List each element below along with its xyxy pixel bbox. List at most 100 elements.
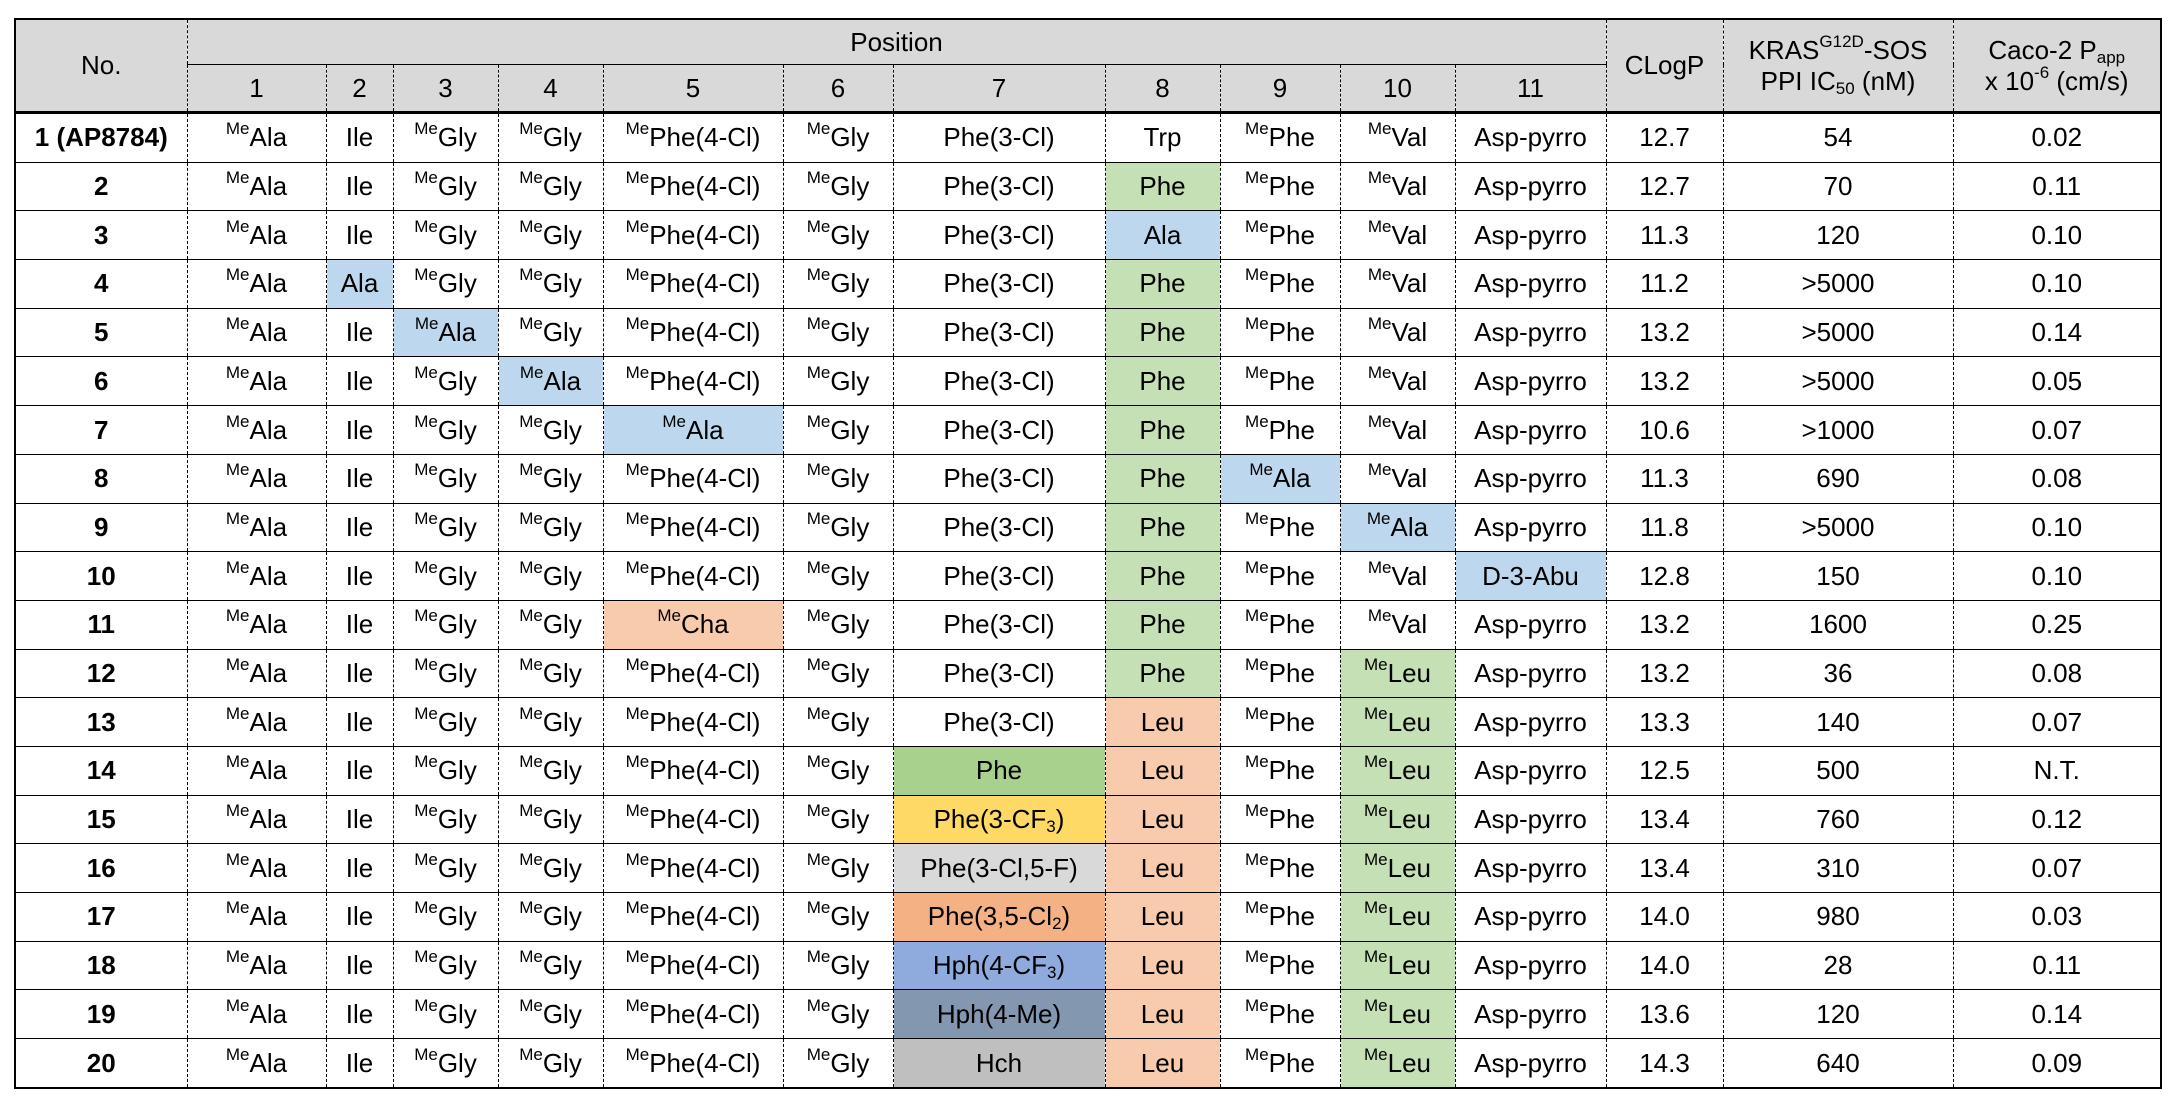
- residue-name: Phe: [1268, 365, 1315, 396]
- residue-name: Phe: [1268, 1047, 1315, 1078]
- residue-name: Asp-pyrro: [1474, 852, 1587, 883]
- residue-name: Ala: [249, 706, 288, 737]
- residue-name: Phe(3-Cl): [943, 657, 1055, 688]
- residue-name: Hch: [975, 1047, 1023, 1078]
- residue-cell-pos-1: MeAla: [186, 892, 327, 942]
- header-position-10: 10: [1339, 64, 1456, 114]
- n-methyl-prefix: Me: [1363, 752, 1388, 772]
- residue-name: Phe(3-Cl): [943, 122, 1055, 153]
- residue-cell-pos-2: Ile: [325, 940, 394, 991]
- n-methyl-prefix: Me: [662, 411, 687, 431]
- residue-cell-pos-7: Phe(3,5-Cl2): [892, 892, 1106, 942]
- residue-name: Phe: [1268, 901, 1315, 932]
- residue-name: Trp: [1143, 122, 1182, 153]
- n-methyl-prefix: Me: [519, 460, 543, 480]
- residue-name: Gly: [437, 219, 477, 250]
- n-methyl-prefix: Me: [1363, 1044, 1388, 1064]
- residue-cell-pos-4: MeGly: [497, 161, 604, 212]
- n-methyl-prefix: Me: [1367, 362, 1392, 382]
- residue-cell-pos-8: Leu: [1104, 794, 1221, 845]
- residue-name: Phe: [1268, 657, 1315, 688]
- compound-number: 3: [14, 210, 188, 261]
- residue-cell-pos-1: MeAla: [186, 453, 327, 504]
- n-methyl-prefix: Me: [625, 947, 650, 967]
- compound-number: 19: [14, 989, 188, 1040]
- compound-number: 13: [14, 697, 188, 747]
- residue-name: Asp-pyrro: [1474, 414, 1587, 445]
- residue-name: Gly: [437, 268, 477, 299]
- residue-cell-pos-6: MeGly: [782, 745, 894, 796]
- n-methyl-prefix: Me: [414, 508, 438, 528]
- table-row: 7 MeAla Ile MeGly MeGly MeAla MeGly Phe(3-Cl) Ph…: [14, 405, 2162, 455]
- n-methyl-prefix: Me: [519, 1044, 543, 1064]
- residue-name: Phe: [1268, 414, 1315, 445]
- residue-name: Ile: [345, 122, 374, 153]
- residue-name: Gly: [542, 414, 582, 445]
- n-methyl-prefix: Me: [519, 314, 543, 334]
- residue-name: Gly: [542, 804, 582, 834]
- residue-cell-pos-9: MePhe: [1219, 112, 1341, 163]
- residue-cell-pos-11: Asp-pyrro: [1454, 794, 1607, 845]
- residue-cell-pos-10: MeLeu: [1339, 892, 1456, 942]
- ic50-value: 120: [1722, 989, 1954, 1040]
- residue-cell-pos-7: Phe(3-Cl): [892, 356, 1106, 407]
- residue-suffix: ): [1055, 804, 1065, 834]
- residue-cell-pos-10: MeVal: [1339, 551, 1456, 601]
- n-methyl-prefix: Me: [625, 995, 650, 1015]
- residue-name: Val: [1391, 560, 1428, 591]
- residue-name: Gly: [830, 122, 870, 153]
- residue-cell-pos-9: MePhe: [1219, 1038, 1341, 1089]
- ic50-value: 54: [1722, 112, 1954, 163]
- residue-name: Ala: [249, 122, 288, 153]
- n-methyl-prefix: Me: [1245, 654, 1269, 674]
- residue-cell-pos-5: MePhe(4-Cl): [602, 794, 784, 845]
- residue-name: Phe: [1268, 755, 1315, 786]
- residue-cell-pos-2: Ile: [325, 745, 394, 796]
- ic50-value: 500: [1722, 745, 1954, 796]
- residue-name: Ala: [249, 998, 288, 1029]
- residue-cell-pos-6: MeGly: [782, 940, 894, 991]
- table-row: 19 MeAla Ile MeGly MeGly MePhe(4-Cl) MeGly Hph(…: [14, 989, 2162, 1040]
- residue-cell-pos-4: MeGly: [497, 648, 604, 699]
- compound-number: 10: [14, 551, 188, 601]
- residue-cell-pos-10: MeLeu: [1339, 794, 1456, 845]
- residue-name: Val: [1391, 414, 1428, 445]
- n-methyl-prefix: Me: [414, 606, 438, 626]
- residue-cell-pos-1: MeAla: [186, 697, 327, 747]
- residue-cell-pos-11: Asp-pyrro: [1454, 453, 1607, 504]
- residue-name: Phe: [1139, 268, 1186, 299]
- residue-cell-pos-1: MeAla: [186, 843, 327, 894]
- residue-cell-pos-4: MeGly: [497, 989, 604, 1040]
- residue-name: Phe(3-Cl,5-F): [920, 852, 1078, 883]
- n-methyl-prefix: Me: [414, 557, 438, 577]
- residue-cell-pos-6: MeGly: [782, 794, 894, 845]
- residue-cell-pos-2: Ile: [325, 648, 394, 699]
- n-methyl-prefix: Me: [1245, 703, 1269, 723]
- n-methyl-prefix: Me: [225, 995, 250, 1015]
- n-methyl-prefix: Me: [1363, 995, 1388, 1015]
- residue-cell-pos-7: Phe(3-Cl): [892, 551, 1106, 601]
- table-row: 6 MeAla Ile MeGly MeAla MePhe(4-Cl) MeGly Phe(3…: [14, 356, 2162, 407]
- residue-cell-pos-10: MeLeu: [1339, 940, 1456, 991]
- residue-name: Phe: [1139, 657, 1186, 688]
- residue-name: Ala: [249, 560, 288, 591]
- residue-cell-pos-8: Phe: [1104, 405, 1221, 455]
- residue-cell-pos-6: MeGly: [782, 453, 894, 504]
- residue-name: Gly: [830, 414, 870, 445]
- residue-name: Phe: [1268, 609, 1315, 640]
- n-methyl-prefix: Me: [625, 801, 650, 820]
- n-methyl-prefix: Me: [519, 703, 543, 723]
- residue-name: Gly: [437, 463, 477, 494]
- residue-cell-pos-8: Phe: [1104, 502, 1221, 553]
- residue-cell-pos-8: Phe: [1104, 648, 1221, 699]
- residue-name: Ala: [249, 1047, 288, 1078]
- residue-name: Val: [1391, 122, 1428, 153]
- residue-cell-pos-5: MePhe(4-Cl): [602, 1038, 784, 1089]
- residue-name: Phe(3-Cl): [943, 706, 1055, 737]
- n-methyl-prefix: Me: [225, 411, 250, 431]
- residue-cell-pos-4: MeGly: [497, 1038, 604, 1089]
- header-position-11: 11: [1454, 64, 1607, 114]
- n-methyl-prefix: Me: [1367, 411, 1392, 431]
- compound-number: 1 (AP8784): [14, 112, 188, 163]
- papp-value: 0.14: [1952, 989, 2162, 1040]
